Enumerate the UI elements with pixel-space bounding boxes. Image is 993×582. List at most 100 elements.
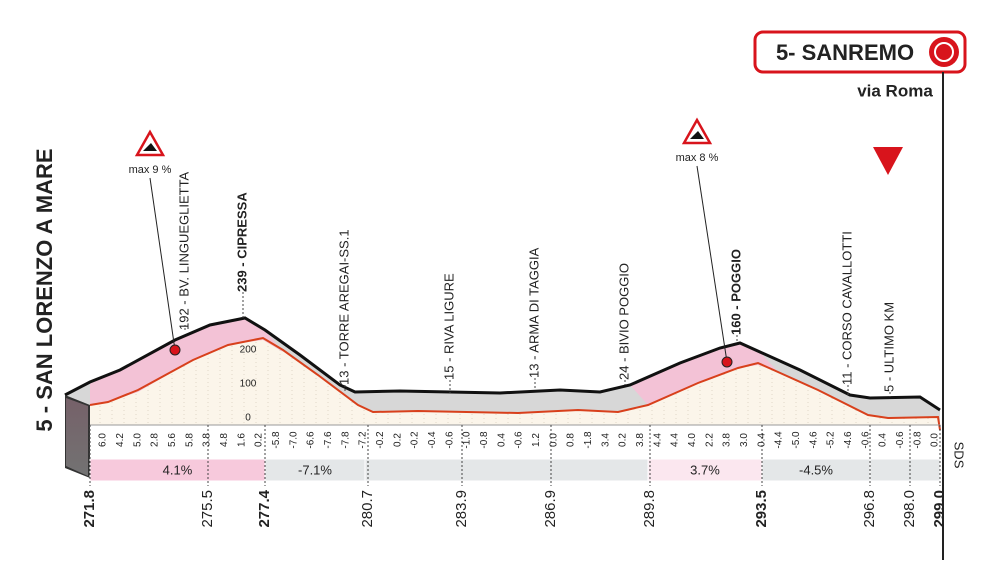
- gradient-label: 3.4: [600, 433, 611, 447]
- gradient-label: 5.8: [184, 433, 195, 447]
- climb-max: max 8 %: [676, 152, 719, 164]
- climb-icon: [134, 129, 166, 157]
- gradient-label: -5.2: [826, 431, 837, 449]
- climb-dot: [721, 356, 733, 368]
- km-label: 275.5: [199, 490, 216, 528]
- km-label: 286.9: [542, 490, 559, 528]
- gradient-label: -1.0: [462, 431, 473, 449]
- altitude-label: 0: [245, 413, 251, 424]
- shadow-line: [89, 336, 941, 431]
- gradient-label: 0.4: [878, 433, 889, 447]
- climb-max: max 9 %: [129, 164, 172, 176]
- gradient-label: 2.2: [704, 433, 715, 447]
- road-band: [65, 318, 940, 430]
- gradient-label: -4.6: [808, 431, 819, 449]
- gradient-label: -7.8: [340, 431, 351, 449]
- gradient-label: 0.4: [496, 433, 507, 447]
- gradient-label: -4.4: [774, 431, 785, 449]
- finish-name: 5- SANREMO: [776, 40, 914, 65]
- km-label: 299.0: [931, 490, 948, 528]
- section-label: -7.1%: [298, 462, 332, 477]
- climb-band: [630, 343, 778, 405]
- km-label: 296.8: [861, 490, 878, 528]
- climb-pointer: [149, 177, 176, 351]
- mask: [60, 20, 945, 410]
- landmark-label: 160 - POGGIO: [728, 249, 743, 335]
- gradient-label: -0.8: [912, 431, 923, 449]
- landmark-label: 239 - CIPRESSA: [234, 192, 249, 292]
- gradient-label: 0.2: [254, 433, 265, 447]
- finish-box: [753, 30, 967, 74]
- km-label: 298.0: [901, 490, 918, 528]
- km-label: 280.7: [359, 490, 376, 528]
- gradient-label: 4.0: [687, 433, 698, 447]
- gradient-label: 1.2: [531, 433, 542, 447]
- gradient-label: -0.6: [860, 431, 871, 449]
- section-bar: [364, 458, 649, 482]
- km-label: 271.8: [81, 490, 98, 528]
- km-label: 293.5: [753, 490, 770, 528]
- landmark-label: 13 - TORRE AREGAI-SS.1: [336, 229, 351, 385]
- gradient-label: 0.8: [566, 433, 577, 447]
- gradient-label: 0.4: [756, 433, 767, 447]
- gradient-label: 3.8: [635, 433, 646, 447]
- gradient-label: -0.6: [444, 431, 455, 449]
- gradient-label: 4.2: [115, 433, 126, 447]
- climb-icon-hill: [143, 143, 157, 151]
- finish-icon-ring: [934, 42, 954, 62]
- gradient-label: 4.4: [670, 433, 681, 447]
- gradient-label: 0.2: [618, 433, 629, 447]
- climb-icon: [681, 117, 713, 145]
- km-label: 283.9: [453, 490, 470, 528]
- logo: SDS: [952, 442, 967, 469]
- gradient-label: 2.8: [150, 433, 161, 447]
- section-label: -4.5%: [799, 462, 833, 477]
- landmark-label: 13 - ARMA DI TAGGIA: [526, 247, 541, 378]
- gradient-label: -5.0: [791, 431, 802, 449]
- section-label: 3.7%: [690, 462, 720, 477]
- gradient-label: 0.0: [930, 433, 941, 447]
- climb-dot: [169, 344, 181, 356]
- gradient-label: -7.6: [323, 431, 334, 449]
- start-name: 5 - SAN LORENZO A MARE: [32, 148, 57, 431]
- gradient-label: 6.0: [98, 433, 109, 447]
- gradient-label: -0.2: [410, 431, 421, 449]
- climb-pointer: [696, 165, 728, 363]
- start-face: [66, 398, 88, 476]
- gradient-label: -0.8: [479, 431, 490, 449]
- gradient-label: 0.2: [392, 433, 403, 447]
- gradient-label: -0.6: [895, 431, 906, 449]
- gradient-label: -5.8: [271, 431, 282, 449]
- gradient-label: 1.6: [236, 433, 247, 447]
- gradient-label: -6.6: [306, 431, 317, 449]
- base-fill: [90, 338, 940, 430]
- altitude-label: 200: [240, 345, 257, 356]
- gradient-label: -0.6: [514, 431, 525, 449]
- gradient-label: -0.2: [375, 431, 386, 449]
- profile: 200 100 0 6.0 4.2 5.0 2.8 5.6 5.8 3.8 4.8 1.6 0.2 -5.…: [60, 20, 948, 528]
- km-label: 277.4: [256, 489, 273, 527]
- gradient-label: -7.2: [358, 431, 369, 449]
- gradient-label: 3.8: [722, 433, 733, 447]
- gradient-label: 5.0: [132, 433, 143, 447]
- section-bar: [869, 458, 941, 482]
- landmark-label: 24 - BIVIO POGGIO: [616, 263, 631, 380]
- climb-band: [90, 318, 283, 405]
- finish-street: via Roma: [857, 81, 933, 100]
- gradient-label: 3.8: [202, 433, 213, 447]
- finish-icon: [929, 37, 959, 67]
- gradient-label: 0.0: [548, 433, 559, 447]
- last-km-flag: [873, 147, 903, 175]
- section-label: 4.1%: [163, 462, 193, 477]
- climb-icon-hill: [690, 131, 704, 139]
- gradient-label: -4.6: [843, 431, 854, 449]
- gradient-label: -7.0: [288, 431, 299, 449]
- landmark-label: 5 - ULTIMO KM: [881, 302, 896, 392]
- gradient-label: -0.4: [427, 431, 438, 449]
- landmark-label: 11 - CORSO CAVALLOTTI: [839, 231, 854, 385]
- gradient-label: 4.8: [219, 433, 230, 447]
- landmark-label: 15 - RIVA LIGURE: [441, 273, 456, 380]
- road-line: [64, 316, 941, 412]
